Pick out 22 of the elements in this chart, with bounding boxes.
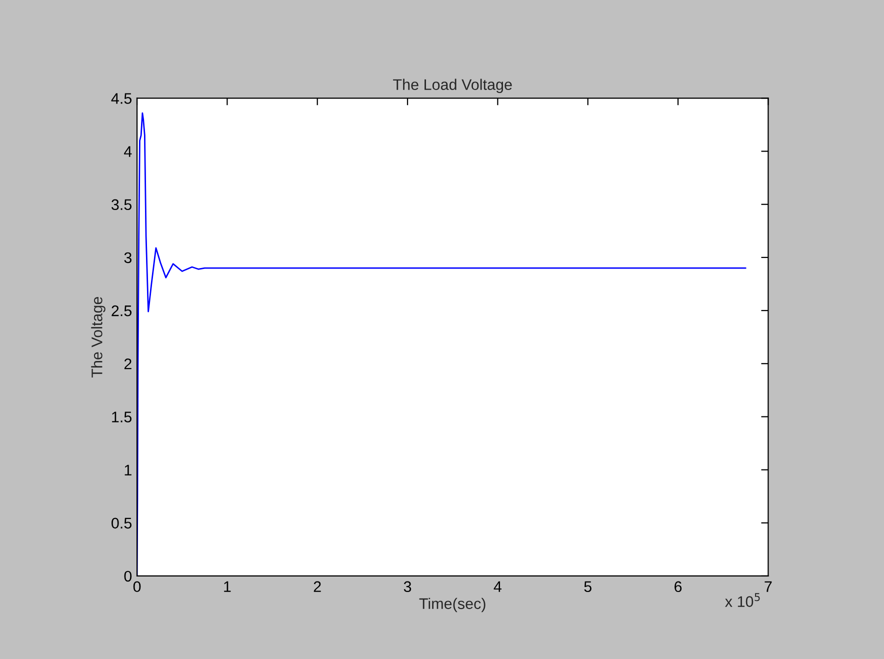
x-tick-label: 5 <box>584 581 592 592</box>
x-tick-label: 2 <box>314 581 321 592</box>
x-tick-label: 0 <box>133 581 141 592</box>
x-tick-label: 1 <box>224 581 231 592</box>
y-tick-label: 0.5 <box>112 518 132 529</box>
y-tick-label: 1 <box>124 464 132 476</box>
x-axis-title: Time(sec) <box>419 598 486 612</box>
y-tick-label: 1.5 <box>112 412 132 422</box>
y-tick-label: 4.5 <box>111 93 132 104</box>
x-tick-label: 7 <box>764 581 772 592</box>
y-tick-label: 2 <box>124 358 132 370</box>
x-tick-label: 4 <box>494 581 502 592</box>
y-tick-label: 3.5 <box>112 199 132 210</box>
y-tick-label: 2.5 <box>112 305 132 316</box>
y-tick-label: 4 <box>124 146 132 157</box>
x-tick-label: 3 <box>404 581 412 592</box>
y-tick-label: 0 <box>124 570 132 582</box>
y-axis-title: The Voltage <box>91 296 106 378</box>
chart-title: The Load Voltage <box>393 78 512 94</box>
y-tick-label: 3 <box>124 252 132 264</box>
text: x 10$^{5}$ <box>725 593 760 607</box>
x-tick-label: 6 <box>674 581 682 592</box>
